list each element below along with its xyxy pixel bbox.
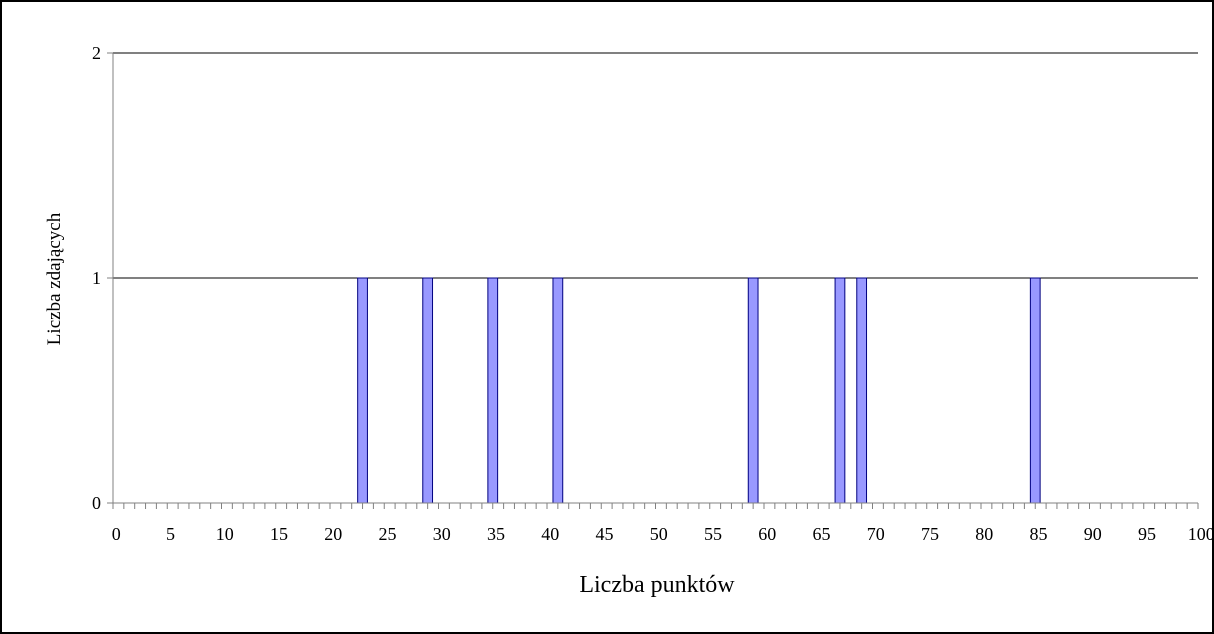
x-tick-label-95: 95: [1138, 524, 1156, 544]
bar-41: [552, 277, 564, 504]
y-tick-label-2: 2: [92, 43, 101, 63]
x-tick-label-30: 30: [433, 524, 451, 544]
bar-59: [747, 277, 759, 504]
bar-67: [834, 277, 846, 504]
y-tick-label-0: 0: [92, 493, 101, 513]
x-tick-label-90: 90: [1084, 524, 1102, 544]
bar-23: [357, 277, 368, 504]
x-tick-label-35: 35: [487, 524, 505, 544]
x-tick-label-20: 20: [324, 524, 342, 544]
y-axis-title: Liczba zdających: [44, 212, 65, 345]
bar-29: [422, 277, 434, 504]
x-tick-label-70: 70: [867, 524, 885, 544]
x-tick-label-85: 85: [1030, 524, 1048, 544]
x-axis-title: Liczba punktów: [579, 572, 735, 598]
bar-35: [487, 277, 499, 504]
x-tick-label-80: 80: [975, 524, 993, 544]
x-tick-label-60: 60: [758, 524, 776, 544]
bar-85: [1029, 277, 1041, 504]
axes: [107, 52, 1199, 509]
x-tick-label-0: 0: [112, 524, 121, 544]
x-tick-label-10: 10: [216, 524, 234, 544]
y-tick-label-1: 1: [92, 268, 101, 288]
bars: [357, 277, 1041, 504]
x-tick-label-45: 45: [596, 524, 614, 544]
gridlines: [113, 52, 1198, 279]
x-tick-label-55: 55: [704, 524, 722, 544]
x-tick-label-65: 65: [813, 524, 831, 544]
x-tick-label-40: 40: [541, 524, 559, 544]
x-tick-label-15: 15: [270, 524, 288, 544]
x-tick-label-50: 50: [650, 524, 668, 544]
x-tick-label-5: 5: [166, 524, 175, 544]
x-tick-label-75: 75: [921, 524, 939, 544]
x-tick-label-100: 100: [1188, 524, 1214, 544]
x-tick-label-25: 25: [379, 524, 397, 544]
bar-69: [856, 277, 868, 504]
